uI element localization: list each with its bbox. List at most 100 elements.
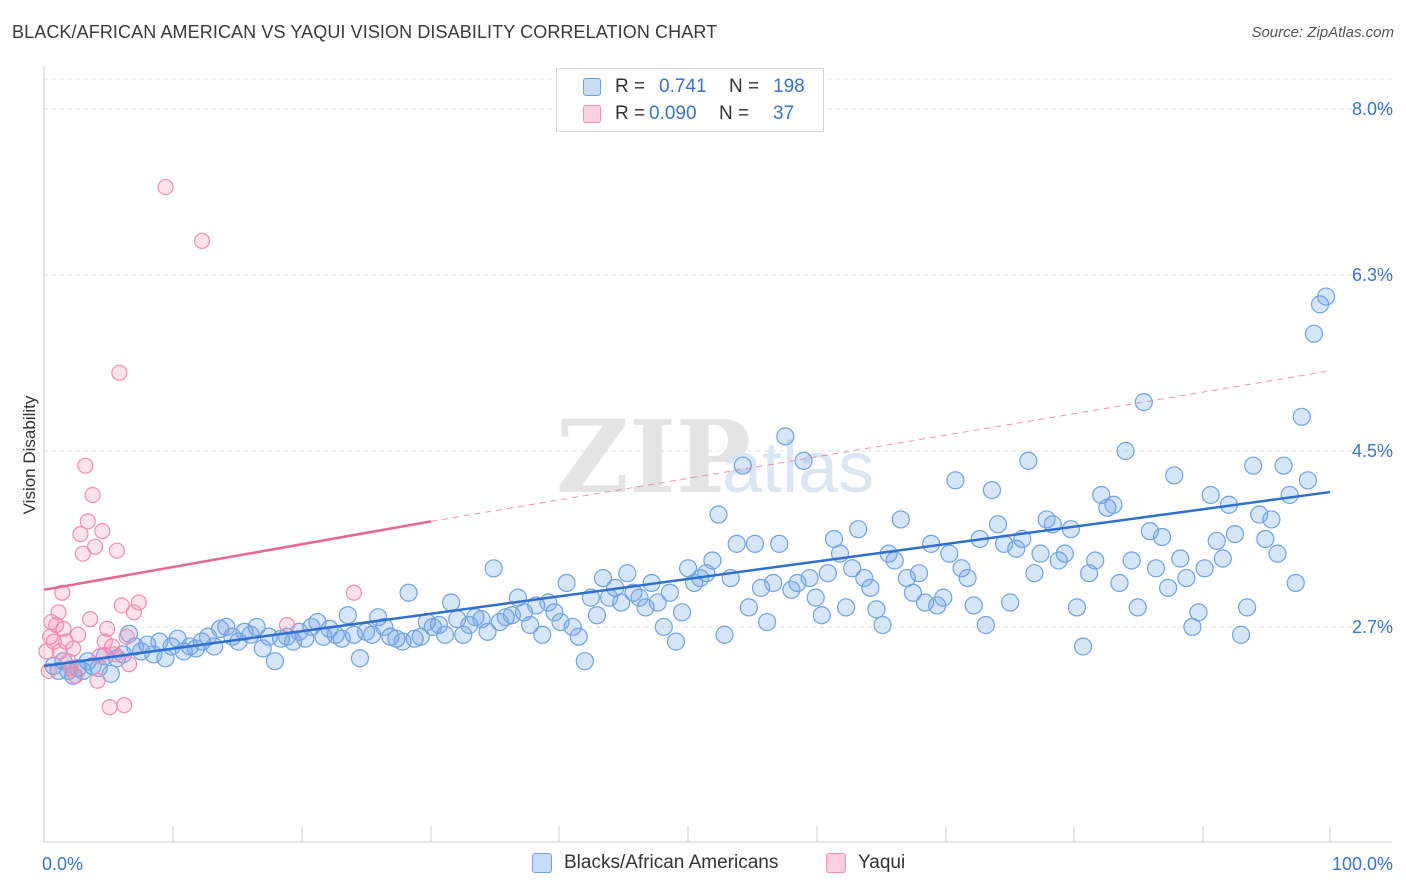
blacks-data-point (1104, 495, 1123, 514)
source-label: Source: ZipAtlas.com (1251, 24, 1394, 41)
blacks-data-point (247, 617, 266, 637)
yaqui-data-point (106, 646, 123, 663)
blacks-data-point (1061, 520, 1081, 539)
yaqui-data-point (67, 667, 84, 684)
blacks-data-point (1031, 544, 1050, 563)
blacks-data-point (1152, 527, 1172, 547)
blacks-data-point (442, 593, 461, 612)
blacks-data-point (1007, 539, 1026, 558)
yaqui-data-point (125, 604, 143, 621)
yaqui-data-point (55, 620, 72, 638)
blacks-data-point (1165, 466, 1184, 485)
y-tick-label: 6.3% (1352, 265, 1393, 285)
blacks-data-point (435, 625, 455, 644)
blacks-data-point (429, 615, 449, 635)
blacks-data-point (557, 573, 576, 593)
yaqui-data-point (101, 699, 118, 716)
blacks-data-point (1122, 551, 1141, 570)
blacks-data-point (757, 612, 777, 632)
legend-row-yaqui: R = 0.090 N = 37 (583, 101, 794, 127)
blacks-data-point (1110, 573, 1129, 593)
blacks-data-point (806, 588, 825, 607)
x-tick-label-min: 0.0% (42, 854, 83, 874)
r-value: 0.741 (659, 76, 707, 97)
blacks-data-point (1213, 549, 1232, 568)
blacks-data-point (873, 615, 892, 635)
blacks-data-point (672, 603, 692, 622)
blacks-data-point (569, 627, 588, 646)
blacks-data-point (624, 583, 643, 602)
blacks-data-point (1317, 287, 1336, 306)
blacks-data-point (976, 615, 995, 635)
blacks-data-point (205, 637, 224, 656)
yaqui-data-point (111, 364, 128, 381)
yaqui-data-point (69, 626, 87, 643)
legend-label-blacks: Blacks/African Americans (564, 852, 779, 873)
blacks-data-point (1025, 564, 1044, 583)
blacks-data-point (1304, 324, 1324, 343)
blacks-data-point (521, 615, 540, 635)
blacks-data-point (1268, 544, 1287, 563)
blacks-data-point (812, 606, 831, 625)
blacks-data-point (909, 564, 929, 583)
yaqui-data-point (118, 628, 135, 645)
blacks-data-point (533, 625, 552, 644)
correlation-legend: R = 0.741 N = 198 R = 0.090 N = 37 (556, 68, 824, 132)
blacks-data-point (1189, 603, 1208, 622)
blacks-data-point (1207, 531, 1226, 551)
blacks-data-point (593, 568, 613, 588)
blacks-data-point (1280, 485, 1299, 505)
blacks-data-point (666, 632, 686, 651)
blacks-data-point (715, 625, 734, 644)
pink-swatch (826, 853, 846, 873)
yaqui-data-point (86, 538, 104, 555)
blacks-data-point (733, 456, 752, 475)
y-tick-label: 8.0% (1352, 99, 1393, 119)
yaqui-data-point (108, 542, 126, 559)
blacks-data-point (745, 534, 765, 553)
blacks-data-point (1116, 441, 1135, 461)
blacks-data-point (1195, 559, 1214, 578)
yaqui-data-point (89, 672, 106, 689)
yaqui-data-point (120, 655, 138, 673)
blacks-data-point (982, 481, 1002, 500)
blacks-data-point (1019, 451, 1038, 470)
blacks-data-point (587, 606, 607, 625)
blacks-data-point (1238, 598, 1257, 617)
blacks-data-point (958, 568, 977, 588)
blacks-data-point (843, 559, 862, 578)
blacks-data-point (1073, 637, 1093, 656)
yaqui-data-point (99, 620, 116, 638)
blacks-data-point (101, 664, 120, 683)
blacks-data-point (1086, 551, 1105, 570)
blacks-data-point (630, 588, 649, 607)
yaqui-data-point (54, 584, 71, 601)
blacks-data-point (478, 622, 497, 641)
blacks-data-point (575, 652, 594, 671)
yaqui-data-point (157, 178, 174, 196)
yaqui-trend-line-extension (430, 370, 1331, 522)
yaqui-data-point (48, 616, 65, 634)
blacks-data-point (1256, 529, 1275, 549)
yaqui-data-point (278, 616, 296, 634)
blacks-data-point (1292, 407, 1311, 426)
blacks-data-point (1037, 510, 1056, 529)
blacks-data-point (1134, 393, 1153, 412)
blacks-data-point (375, 617, 394, 637)
blacks-data-point (1159, 578, 1178, 597)
blacks-data-point (253, 639, 272, 658)
blacks-data-point (1049, 551, 1068, 570)
y-tick-label: 2.7% (1352, 617, 1393, 637)
blacks-data-point (776, 427, 795, 446)
r-value: 0.090 (649, 103, 697, 124)
yaqui-data-point (130, 594, 147, 611)
yaqui-data-point (84, 486, 101, 504)
blacks-data-point (618, 564, 637, 583)
blacks-data-point (1274, 456, 1293, 475)
legend-item-yaqui: Yaqui (826, 852, 905, 874)
yaqui-data-point (345, 584, 362, 601)
blacks-data-point (940, 544, 959, 563)
blacks-data-point (952, 559, 971, 578)
yaqui-data-point (72, 525, 89, 543)
n-label: N = (719, 103, 750, 124)
